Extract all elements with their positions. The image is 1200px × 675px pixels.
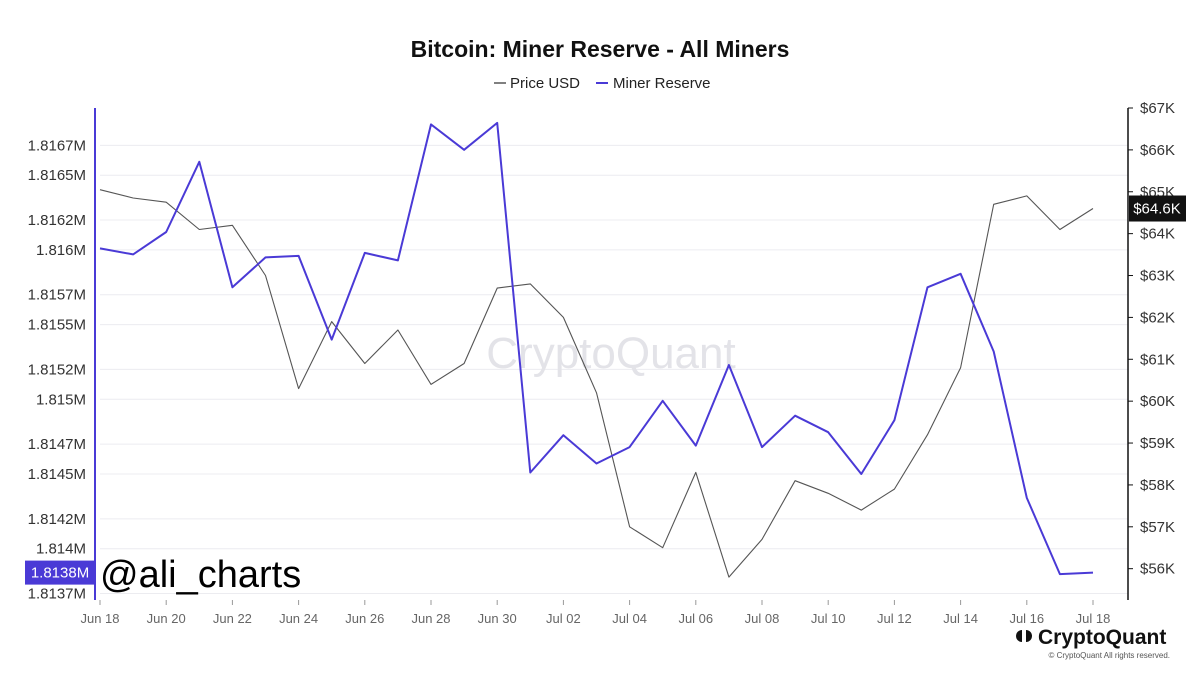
grid — [100, 144, 1128, 595]
x-tick-label: Jul 02 — [546, 611, 581, 626]
x-tick-label: Jul 16 — [1009, 611, 1044, 626]
left-tick-label: 1.8152M — [28, 361, 86, 378]
x-tick-label: Jul 18 — [1076, 611, 1111, 626]
left-current-value-badge: 1.8138M — [25, 560, 95, 585]
right-tick-label: $60K — [1140, 393, 1175, 410]
right-badge-bg — [1129, 195, 1186, 222]
x-tick-label: Jul 10 — [811, 611, 846, 626]
chart-title: Bitcoin: Miner Reserve - All Miners — [411, 36, 790, 62]
right-badge-label: $64.6K — [1133, 201, 1181, 218]
author-handle: @ali_charts — [100, 554, 301, 596]
left-tick-label: 1.8165M — [28, 167, 86, 184]
right-tick-label: $62K — [1140, 309, 1175, 326]
x-tick-label: Jun 30 — [478, 611, 517, 626]
miner-reserve-line — [99, 121, 1094, 576]
left-tick-label: 1.8155M — [28, 317, 86, 334]
right-tick-label: $63K — [1140, 268, 1175, 285]
left-tick-label: 1.8145M — [28, 466, 86, 483]
right-tick-label: $67K — [1140, 100, 1175, 117]
left-tick-label: 1.8162M — [28, 212, 86, 229]
left-tick-label: 1.8147M — [28, 436, 86, 453]
x-tick-label: Jun 20 — [147, 611, 186, 626]
copyright: © CryptoQuant All rights reserved. — [1049, 651, 1171, 660]
right-tick-label: $56K — [1140, 561, 1175, 578]
right-axis-ticks: $67K$66K$65K$64K$63K$62K$61K$60K$59K$58K… — [1128, 100, 1175, 578]
x-tick-label: Jul 06 — [678, 611, 713, 626]
x-tick-label: Jul 14 — [943, 611, 978, 626]
x-tick-label: Jun 24 — [279, 611, 318, 626]
left-badge-label: 1.8138M — [31, 565, 89, 582]
left-tick-label: 1.8167M — [28, 137, 86, 154]
right-tick-label: $64K — [1140, 226, 1175, 243]
legend: Price USD Miner Reserve — [494, 75, 711, 92]
x-tick-label: Jul 08 — [745, 611, 780, 626]
left-tick-label: 1.8137M — [28, 586, 86, 603]
watermark: CryptoQuant — [486, 329, 735, 378]
right-current-value-badge: $64.6K — [1129, 195, 1186, 222]
brand-name: CryptoQuant — [1038, 626, 1166, 649]
left-badge-bg — [25, 560, 95, 585]
left-tick-label: 1.8142M — [28, 511, 86, 528]
left-tick-label: 1.8157M — [28, 287, 86, 304]
x-tick-label: Jun 28 — [411, 611, 450, 626]
left-tick-label: 1.814M — [36, 541, 86, 558]
right-tick-label: $58K — [1140, 477, 1175, 494]
right-tick-label: $61K — [1140, 351, 1175, 368]
price-usd-line — [99, 189, 1094, 578]
brand-logo: CryptoQuant © CryptoQuant All rights res… — [1016, 626, 1170, 660]
right-tick-label: $59K — [1140, 435, 1175, 452]
x-tick-label: Jun 26 — [345, 611, 384, 626]
series-layer — [99, 121, 1094, 578]
left-axis-ticks: 1.8167M 1.8165M 1.8162M 1.816M 1.8157M 1.8155… — [28, 137, 86, 602]
left-tick-label: 1.815M — [36, 391, 86, 408]
left-tick-label: 1.816M — [36, 242, 86, 259]
cryptoquant-logo-icon — [1016, 630, 1032, 642]
x-tick-label: Jul 12 — [877, 611, 912, 626]
x-axis-ticks: Jun 18 Jun 20 Jun 22 Jun 24 Jun 26 Jun 28 Jun … — [80, 600, 1110, 626]
right-tick-label: $66K — [1140, 142, 1175, 159]
x-tick-label: Jun 18 — [80, 611, 119, 626]
x-tick-label: Jun 22 — [213, 611, 252, 626]
legend-price-label: Price USD — [510, 75, 580, 92]
legend-reserve-label: Miner Reserve — [613, 75, 711, 92]
right-tick-label: $57K — [1140, 519, 1175, 536]
x-tick-label: Jul 04 — [612, 611, 647, 626]
